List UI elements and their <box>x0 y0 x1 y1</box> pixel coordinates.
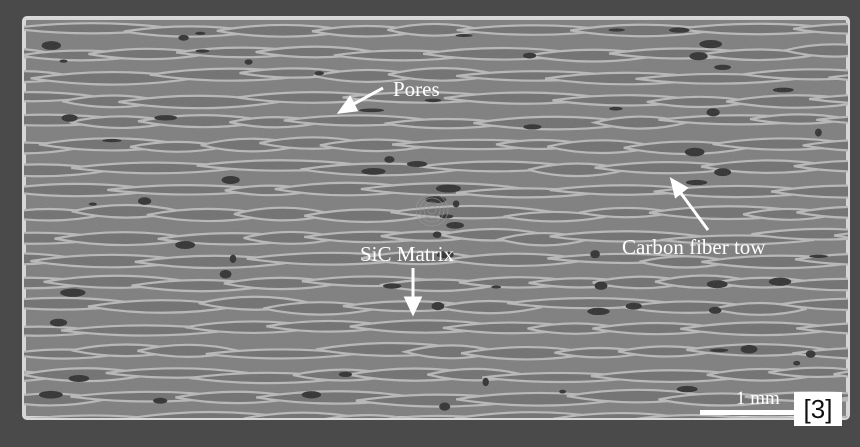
pores-arrow <box>336 86 384 114</box>
carbon-fiber-tow-label: Carbon fiber tow <box>622 235 766 259</box>
image-grain <box>24 18 848 418</box>
carbon-fiber-tow-arrow <box>669 176 710 231</box>
ring-artifact <box>415 193 449 227</box>
sic-matrix-arrow <box>403 268 423 317</box>
scale-bar <box>700 410 796 415</box>
pores-label: Pores <box>393 77 440 101</box>
sic-matrix-label: SiC Matrix <box>360 242 454 266</box>
reference-tag: [3] <box>794 392 842 426</box>
scale-bar-label: 1 mm <box>736 388 780 409</box>
